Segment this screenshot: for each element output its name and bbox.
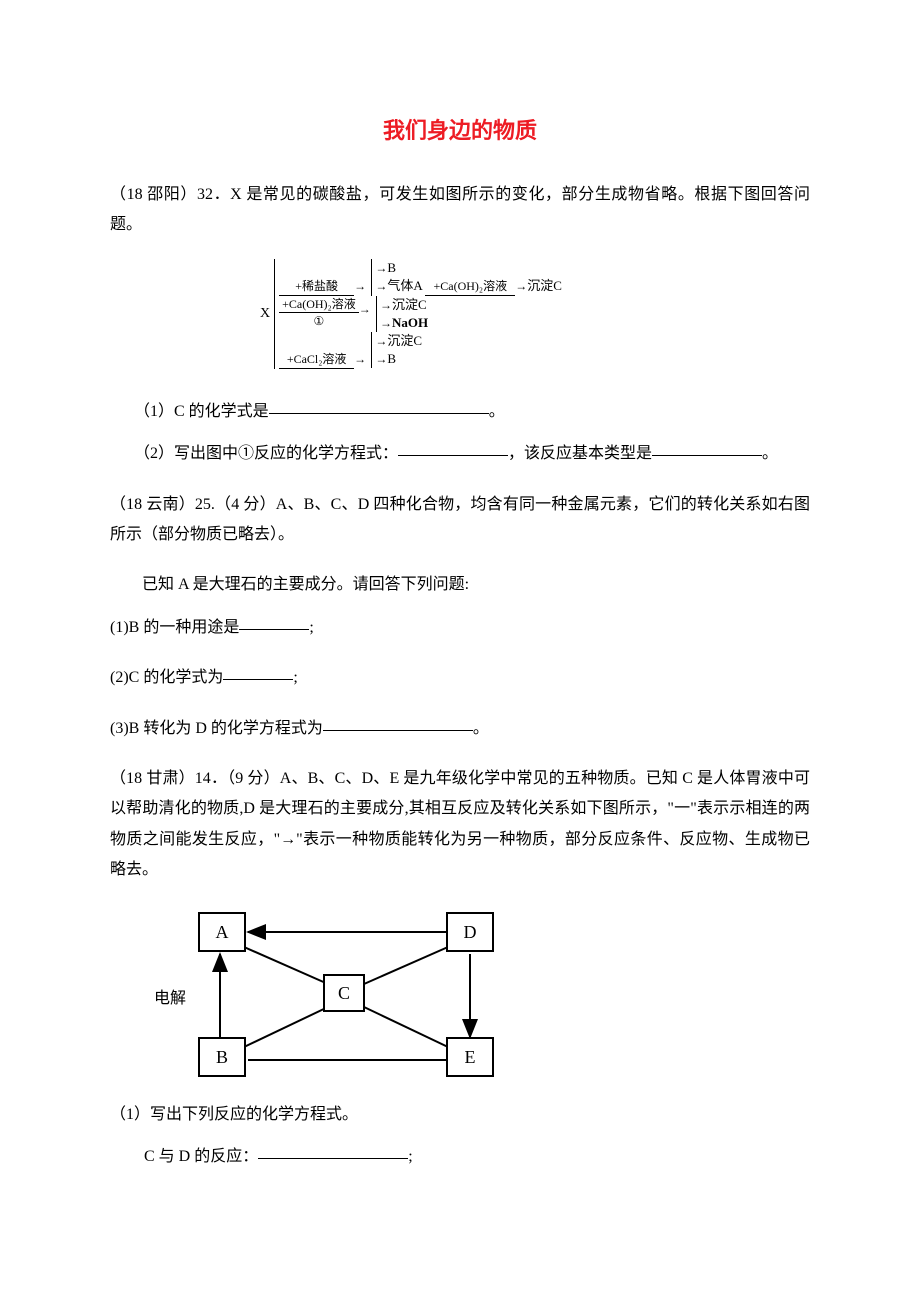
q1-p2: （2）写出图中①反应的化学方程式： ，该反应基本类型是 。	[110, 439, 810, 469]
reagent-2-circle: ①	[279, 313, 359, 330]
q2-p1-label: (1)B 的一种用途是	[110, 619, 239, 636]
q1-p1-label: （1）C 的化学式是	[134, 403, 269, 420]
reagent-1b: +Ca(OH)₂溶液	[425, 278, 515, 296]
blank	[258, 1143, 408, 1159]
blank	[398, 440, 508, 456]
q2-p3: (3)B 转化为 D 的化学方程式为 。	[110, 714, 810, 744]
box-b: B	[198, 1037, 246, 1077]
page-title: 我们身边的物质	[110, 110, 810, 152]
box-c: C	[323, 974, 365, 1012]
q1-p1: （1）C 的化学式是 。	[110, 397, 810, 427]
q2-p2-end: ;	[293, 669, 297, 686]
reagent-3: +CaCl₂溶液	[279, 351, 354, 369]
q1-p2-mid: ，该反应基本类型是	[508, 445, 652, 462]
q3-diagram: A B C D E 电解	[148, 902, 548, 1082]
box-e: E	[446, 1037, 494, 1077]
box-d: D	[446, 912, 494, 952]
blank	[223, 664, 293, 680]
diagram-x: X	[260, 304, 270, 324]
q2-p2-label: (2)C 的化学式为	[110, 669, 223, 686]
box-a: A	[198, 912, 246, 952]
label-electrolysis: 电解	[154, 984, 186, 1014]
q2-p1-end: ;	[309, 619, 313, 636]
blank	[269, 398, 489, 414]
q3-p1-sub-label: C 与 D 的反应：	[144, 1148, 258, 1165]
q2-p3-label: (3)B 转化为 D 的化学方程式为	[110, 720, 323, 737]
reagent-2: +Ca(OH)₂溶液	[279, 296, 359, 314]
q2-stem2: 已知 A 是大理石的主要成分。请回答下列问题:	[110, 570, 810, 600]
q3-p1-end: ;	[408, 1148, 412, 1165]
r3-sub2: B	[387, 351, 396, 366]
r3-sub1: 沉淀C	[387, 333, 422, 348]
blank	[652, 440, 762, 456]
q3-p1-sub: C 与 D 的反应：;	[144, 1142, 810, 1172]
blank	[323, 715, 473, 731]
q1-p2-label: （2）写出图中①反应的化学方程式：	[134, 445, 398, 462]
r2-sub2: NaOH	[392, 315, 428, 330]
q2-stem1: （18 云南）25.（4 分）A、B、C、D 四种化合物，均含有同一种金属元素，…	[110, 490, 810, 551]
r1-sub2-prefix: 气体A	[387, 278, 422, 293]
reagent-1: +稀盐酸	[279, 278, 354, 296]
r2-sub1: 沉淀C	[392, 297, 427, 312]
q1-p1-end: 。	[489, 403, 505, 420]
q3-stem: （18 甘肃）14．（9 分）A、B、C、D、E 是九年级化学中常见的五种物质。…	[110, 764, 810, 886]
blank	[239, 614, 309, 630]
q2-p3-end: 。	[473, 720, 489, 737]
r1-sub2-res: 沉淀C	[527, 278, 562, 293]
q2-p1: (1)B 的一种用途是;	[110, 613, 810, 643]
q1-stem: （18 邵阳）32．X 是常见的碳酸盐，可发生如图所示的变化，部分生成物省略。根…	[110, 180, 810, 241]
q1-diagram: X +稀盐酸→ →B →气体A +Ca(OH)₂溶液→沉淀C +Ca(OH)₂溶…	[260, 259, 660, 369]
r1-sub1: B	[387, 260, 396, 275]
q2-p2: (2)C 的化学式为;	[110, 663, 810, 693]
q3-p1-head: （1）写出下列反应的化学方程式。	[110, 1100, 810, 1130]
q1-p2-end: 。	[762, 445, 778, 462]
